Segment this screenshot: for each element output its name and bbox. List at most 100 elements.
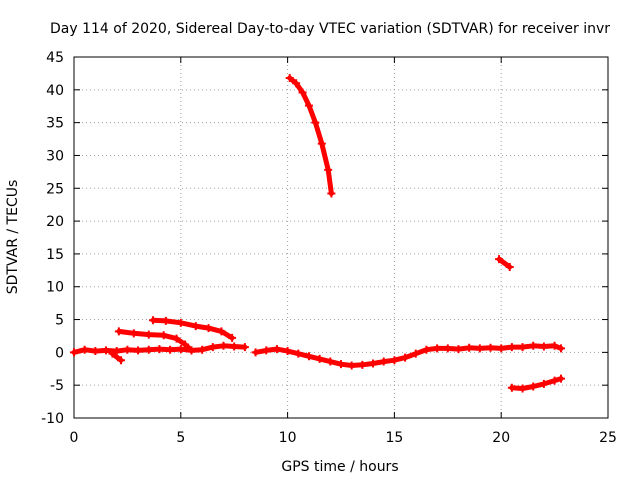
data-point — [390, 356, 399, 365]
data-point — [159, 331, 168, 340]
data-point — [70, 348, 78, 357]
series-line — [109, 351, 124, 363]
y-tick-label: 40 — [46, 83, 64, 99]
data-point — [495, 255, 504, 264]
data-point — [191, 322, 200, 331]
data-point — [347, 361, 356, 370]
data-point — [422, 345, 431, 354]
data-point — [283, 347, 292, 356]
data-point — [251, 348, 260, 357]
x-tick-label: 0 — [70, 430, 79, 446]
data-point — [240, 343, 249, 352]
data-point — [108, 349, 117, 358]
x-tick-label: 5 — [176, 430, 185, 446]
y-tick-labels: -10 -5 0 5 10 15 20 25 30 35 40 45 — [41, 50, 64, 427]
data-point — [505, 263, 514, 272]
series-line — [496, 256, 513, 270]
data-point — [176, 345, 185, 354]
data-point — [401, 353, 410, 362]
axis-ticks — [73, 56, 609, 419]
data-series — [70, 74, 566, 393]
data-point — [507, 383, 516, 392]
data-point — [262, 346, 271, 355]
y-tick-label: 45 — [46, 50, 64, 66]
data-point — [327, 189, 336, 198]
series-baseline-b — [251, 341, 566, 370]
data-point — [228, 333, 237, 342]
x-axis-label: GPS time / hours — [281, 459, 398, 475]
data-point — [172, 334, 181, 343]
data-point — [311, 118, 320, 127]
data-point — [217, 327, 226, 336]
data-point — [317, 139, 326, 148]
data-point — [507, 343, 516, 352]
data-point — [518, 384, 527, 393]
data-point — [285, 74, 294, 83]
data-point — [176, 318, 185, 327]
data-point — [411, 349, 420, 358]
data-point — [129, 329, 138, 338]
data-point — [304, 352, 313, 361]
data-point — [166, 345, 175, 354]
data-point — [230, 342, 239, 351]
x-tick-labels: 0 5 10 15 20 25 — [70, 430, 617, 446]
data-point — [315, 354, 324, 363]
data-point — [497, 344, 506, 353]
x-tick-label: 20 — [492, 430, 510, 446]
series-baseline-a — [70, 341, 249, 357]
series-line — [287, 75, 334, 196]
data-point — [529, 382, 538, 391]
data-point — [518, 343, 527, 352]
y-tick-label: 35 — [46, 116, 64, 132]
series-steep-drop — [285, 74, 336, 198]
x-tick-label: 10 — [279, 430, 297, 446]
data-point — [149, 316, 158, 325]
y-tick-label: 30 — [46, 148, 64, 164]
data-point — [358, 360, 367, 369]
data-point — [486, 343, 495, 352]
data-point — [112, 347, 121, 356]
data-point — [208, 343, 217, 352]
y-tick-label: 15 — [46, 247, 64, 263]
y-tick-label: 10 — [46, 280, 64, 296]
data-point — [337, 360, 345, 369]
data-point — [204, 324, 213, 333]
series-dip-2h — [108, 349, 125, 365]
data-point — [114, 327, 123, 336]
data-point — [465, 343, 474, 352]
data-point — [198, 345, 207, 354]
data-point — [102, 346, 111, 355]
data-point — [326, 357, 335, 366]
series-rising-neg — [507, 374, 566, 393]
x-tick-label: 25 — [599, 430, 617, 446]
data-point — [144, 345, 153, 354]
y-axis-label: SDTVAR / TECUs — [5, 180, 21, 295]
y-tick-label: 5 — [55, 313, 64, 329]
data-point — [161, 316, 170, 325]
data-point — [219, 341, 228, 350]
plot-frame — [73, 56, 609, 419]
y-tick-label: -5 — [50, 378, 64, 394]
data-point — [369, 359, 378, 368]
data-point — [294, 349, 303, 358]
data-point — [292, 79, 301, 88]
series-short-15 — [495, 255, 514, 272]
data-point — [272, 345, 281, 354]
data-point — [550, 341, 559, 350]
chart-title: Day 114 of 2020, Sidereal Day-to-day VTE… — [50, 21, 610, 37]
data-point — [123, 345, 132, 354]
data-point — [557, 374, 566, 383]
data-point — [187, 346, 196, 355]
data-point — [155, 345, 164, 354]
data-point — [304, 101, 313, 110]
y-tick-label: -10 — [41, 411, 64, 427]
series-arc-low — [114, 327, 196, 355]
x-tick-label: 15 — [385, 430, 403, 446]
data-point — [134, 346, 143, 355]
data-point — [557, 344, 566, 353]
data-point — [144, 330, 153, 339]
data-point — [443, 344, 452, 353]
data-point — [550, 376, 559, 385]
